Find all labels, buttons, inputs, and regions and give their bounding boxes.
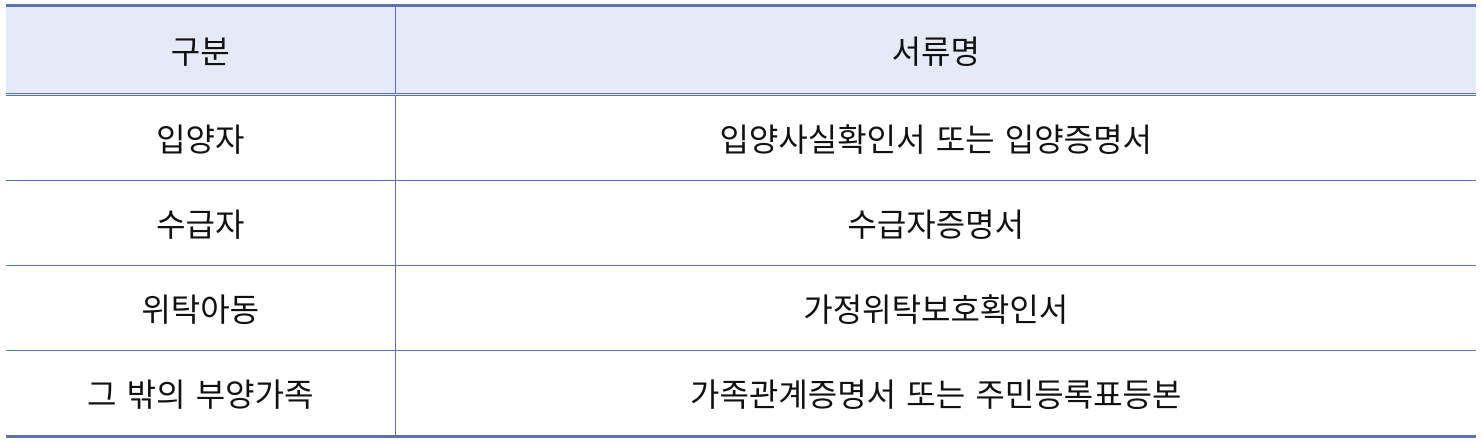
table-row: 입양자 입양사실확인서 또는 입양증명서 xyxy=(6,94,1476,181)
table-body: 입양자 입양사실확인서 또는 입양증명서 수급자 수급자증명서 위탁아동 가정위… xyxy=(6,94,1476,438)
header-category: 구분 xyxy=(6,4,396,96)
row-category: 그 밖의 부양가족 xyxy=(6,350,396,438)
row-document: 가족관계증명서 또는 주민등록표등본 xyxy=(395,350,1476,438)
table-row: 위탁아동 가정위탁보호확인서 xyxy=(6,265,1476,351)
row-category: 위탁아동 xyxy=(6,265,396,351)
table-header: 구분 서류명 xyxy=(6,4,1476,96)
document-table: 구분 서류명 입양자 입양사실확인서 또는 입양증명서 수급자 수급자증명서 위… xyxy=(6,4,1476,438)
header-document: 서류명 xyxy=(395,4,1476,96)
table-row: 그 밖의 부양가족 가족관계증명서 또는 주민등록표등본 xyxy=(6,350,1476,438)
row-document: 입양사실확인서 또는 입양증명서 xyxy=(395,94,1476,181)
row-document: 수급자증명서 xyxy=(395,180,1476,266)
table-row: 수급자 수급자증명서 xyxy=(6,180,1476,266)
row-category: 수급자 xyxy=(6,180,396,266)
row-document: 가정위탁보호확인서 xyxy=(395,265,1476,351)
row-category: 입양자 xyxy=(6,94,396,181)
header-row: 구분 서류명 xyxy=(6,4,1476,96)
